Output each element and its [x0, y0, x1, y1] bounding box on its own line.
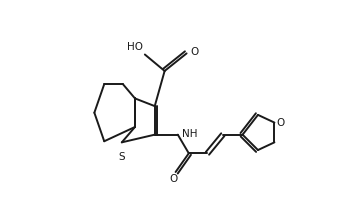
Text: O: O — [169, 174, 177, 184]
Text: HO: HO — [127, 42, 143, 52]
Text: O: O — [190, 47, 198, 57]
Text: NH: NH — [182, 129, 198, 139]
Text: S: S — [118, 152, 125, 162]
Text: O: O — [276, 118, 285, 128]
